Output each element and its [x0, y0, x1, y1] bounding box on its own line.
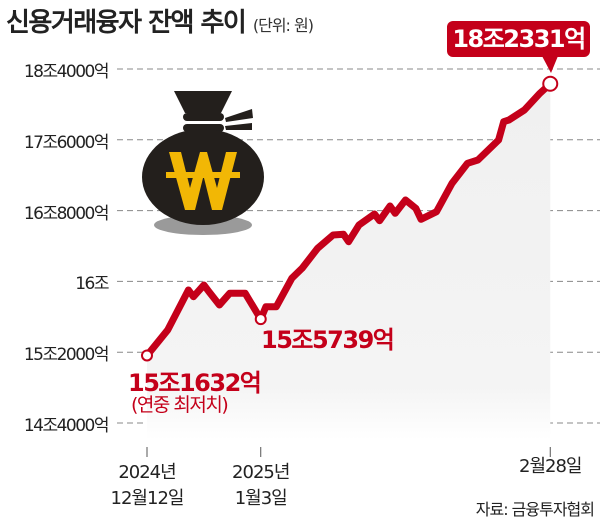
x-tick-line1: 2025년 — [232, 462, 290, 483]
x-tick-line2: 1월3일 — [234, 488, 288, 509]
y-tick-label: 16조 — [75, 274, 109, 295]
start-note-label: (연중 최저치) — [131, 394, 229, 416]
series-line — [143, 80, 554, 359]
mid-value-label: 15조5739억 — [261, 326, 395, 354]
x-tick-line1: 2024년 — [118, 462, 176, 483]
end-value-callout: 18조2331억 — [447, 21, 590, 57]
money-bag-won-icon — [142, 91, 264, 235]
x-tick-label: 2025년 1월3일 — [201, 460, 321, 512]
title-text: 신용거래융자 잔액 추이 — [6, 8, 247, 38]
y-tick-label: 15조2000억 — [23, 345, 110, 366]
x-tick-line2: 2월28일 — [519, 456, 582, 477]
x-tick-line2: 12월12일 — [110, 488, 185, 509]
source-label: 자료: 금융투자협회 — [475, 500, 595, 519]
start-point-marker — [141, 349, 153, 362]
unit-label: (단위: 원) — [252, 16, 314, 35]
mid-point-marker — [254, 313, 267, 326]
area-fill — [147, 83, 551, 441]
x-tick-label: 2월28일 — [490, 454, 600, 480]
x-tick-label: 2024년 12월12일 — [87, 460, 207, 512]
chart-title: 신용거래융자 잔액 추이 (단위: 원) — [6, 2, 314, 39]
y-tick-label: 17조6000억 — [23, 132, 110, 153]
y-tick-label: 16조8000억 — [23, 203, 110, 224]
start-value-label: 15조1632억 — [128, 369, 262, 397]
y-tick-label: 18조4000억 — [23, 62, 110, 82]
y-tick-label: 14조4000억 — [23, 416, 110, 436]
end-point-marker — [542, 75, 559, 92]
callout-pointer — [542, 56, 558, 73]
